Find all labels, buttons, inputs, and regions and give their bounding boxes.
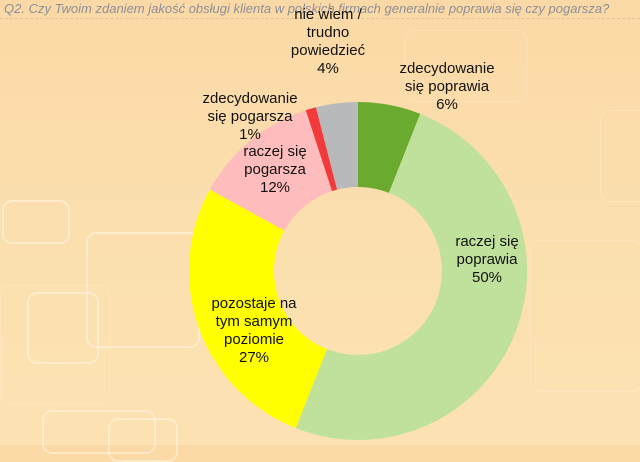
slice-rather-worsening — [209, 110, 333, 231]
background-decoration — [27, 292, 99, 364]
background-decoration — [530, 240, 640, 392]
data-label-text: trudno — [306, 24, 350, 41]
data-label: pozostaje na tym samym poziomie 27% — [211, 295, 296, 367]
chart-title: Q2. Czy Twoim zdaniem jakość obsługi kli… — [4, 1, 610, 16]
title-divider — [0, 18, 640, 19]
data-label-percent: 1% — [239, 126, 261, 143]
slice-same-level — [188, 189, 328, 429]
data-label-text: poziomie — [223, 331, 285, 348]
data-label-percent: 12% — [259, 179, 291, 196]
data-label-text: zdecydowanie — [202, 90, 298, 107]
data-label: raczej się poprawia 50% — [455, 233, 518, 287]
data-label-text: nie wiem / — [294, 6, 362, 23]
slice-strongly-worsening — [305, 107, 338, 192]
slice-dont-know — [315, 102, 358, 190]
slice-rather-improving — [295, 113, 528, 441]
data-label-text: się pogarsza — [207, 108, 293, 125]
data-label-text: zdecydowanie — [399, 60, 495, 77]
donut-chart — [188, 102, 528, 441]
background-decoration — [0, 285, 110, 405]
data-label: nie wiem / trudno powiedzieć 4% — [291, 6, 365, 78]
data-label-text: poprawia — [456, 251, 518, 268]
data-label-percent: 4% — [317, 60, 339, 77]
data-label-text: pozostaje na — [211, 295, 297, 312]
data-label-text: pogarsza — [244, 161, 306, 178]
data-label: raczej się pogarsza 12% — [243, 143, 306, 197]
data-label-text: raczej się — [243, 143, 307, 160]
data-label-percent: 50% — [471, 269, 503, 286]
data-label-percent: 6% — [436, 96, 458, 113]
data-label-text: się poprawia — [404, 78, 490, 95]
data-label-text: tym samym — [215, 313, 293, 330]
data-label: zdecydowanie się poprawia 6% — [399, 60, 494, 114]
background-decoration — [2, 200, 70, 244]
background-decoration — [600, 110, 640, 202]
data-label: zdecydowanie się pogarsza 1% — [202, 90, 297, 144]
slice-strongly-improving — [358, 102, 421, 193]
data-label-text: raczej się — [455, 233, 519, 250]
data-label-text: powiedzieć — [290, 42, 366, 59]
data-label-percent: 27% — [238, 349, 270, 366]
background-decoration — [405, 30, 527, 102]
